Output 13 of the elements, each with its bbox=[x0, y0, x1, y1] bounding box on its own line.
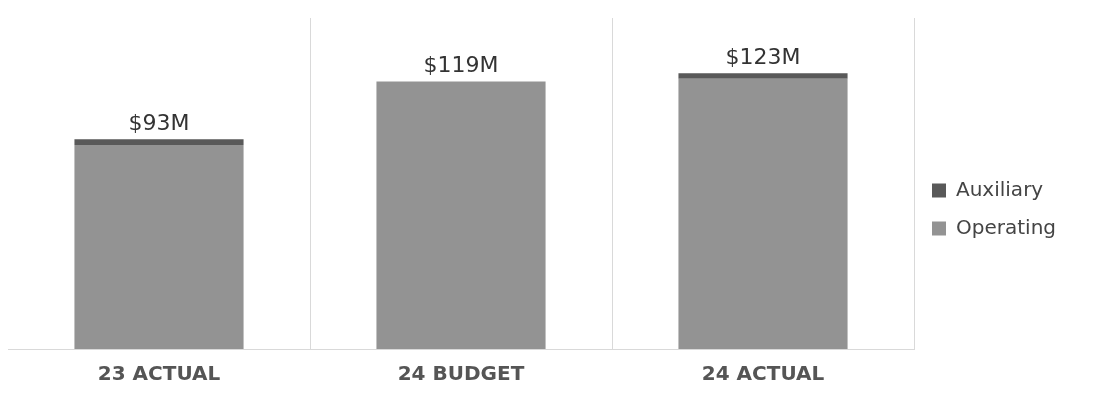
bar bbox=[678, 73, 848, 79]
bar bbox=[678, 78, 848, 349]
bar bbox=[74, 139, 244, 145]
annotation: $119M bbox=[423, 52, 499, 78]
bar bbox=[74, 144, 244, 349]
x-tick-label: 24 ACTUAL bbox=[701, 361, 825, 386]
legend-label: Auxiliary bbox=[956, 176, 1044, 201]
annotation: $93M bbox=[128, 110, 190, 136]
bar bbox=[376, 81, 546, 349]
annotation: $123M bbox=[725, 43, 801, 69]
x-tick-label: 23 ACTUAL bbox=[97, 361, 221, 386]
legend-label: Operating bbox=[956, 214, 1057, 239]
x-tick-label: 24 BUDGET bbox=[397, 361, 525, 386]
